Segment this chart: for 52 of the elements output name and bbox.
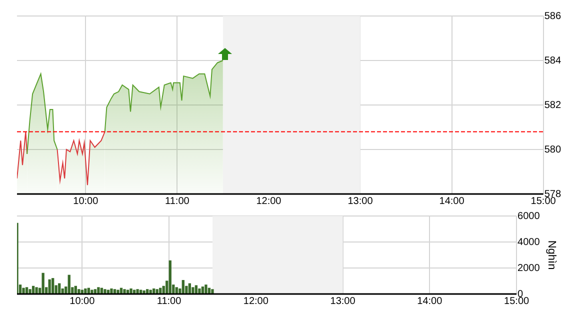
- bar: [116, 290, 120, 294]
- bar: [35, 287, 38, 294]
- bar: [25, 287, 28, 294]
- bar: [156, 289, 158, 294]
- y-tick-label: 586: [544, 10, 562, 22]
- bar: [78, 289, 80, 294]
- x-tick-label: 12:00: [243, 296, 269, 307]
- bar: [201, 286, 204, 294]
- bar: [149, 290, 152, 294]
- bar: [142, 290, 146, 294]
- bar: [211, 289, 214, 294]
- bar: [68, 274, 70, 294]
- x-tick-label: 15:00: [530, 196, 556, 207]
- y-tick-label: 580: [544, 144, 562, 156]
- x-tick-label: 13:00: [330, 296, 356, 307]
- bar: [182, 280, 184, 294]
- bar: [130, 288, 132, 294]
- x-tick-label: 11:00: [165, 196, 190, 207]
- bar: [110, 288, 113, 294]
- x-tick-label: 13:00: [348, 196, 374, 207]
- bar: [104, 289, 106, 294]
- bar: [97, 287, 100, 294]
- bar: [168, 260, 172, 294]
- bar: [204, 284, 208, 294]
- bar: [90, 290, 94, 294]
- x-tick-label: 10:00: [70, 296, 96, 307]
- bar: [192, 287, 194, 294]
- y-tick-label: 2000: [518, 262, 540, 274]
- bar: [94, 289, 97, 294]
- bar: [42, 272, 44, 294]
- bar: [146, 289, 149, 294]
- bar: [48, 279, 51, 294]
- x-tick-label: 14:00: [439, 196, 465, 207]
- x-tick-label: 12:00: [256, 196, 282, 207]
- x-tick-label: 14:00: [417, 296, 443, 307]
- bar: [194, 285, 198, 294]
- bar: [123, 289, 126, 294]
- y-axis-title: Nghìn: [545, 240, 558, 270]
- x-tick-label: 11:00: [156, 296, 182, 307]
- bar: [28, 289, 32, 294]
- bar: [52, 278, 54, 294]
- bar: [136, 289, 139, 294]
- y-tick-label: 6000: [518, 210, 540, 222]
- bar: [175, 287, 178, 294]
- y-tick-label: 582: [544, 100, 562, 111]
- x-tick-label: 10:00: [73, 196, 99, 207]
- x-tick-label: 15:00: [504, 296, 530, 307]
- y-tick-label: 4000: [518, 236, 540, 248]
- bar: [113, 289, 116, 294]
- bar: [22, 288, 25, 294]
- bar: [198, 288, 201, 294]
- y-tick-label: 584: [544, 55, 562, 66]
